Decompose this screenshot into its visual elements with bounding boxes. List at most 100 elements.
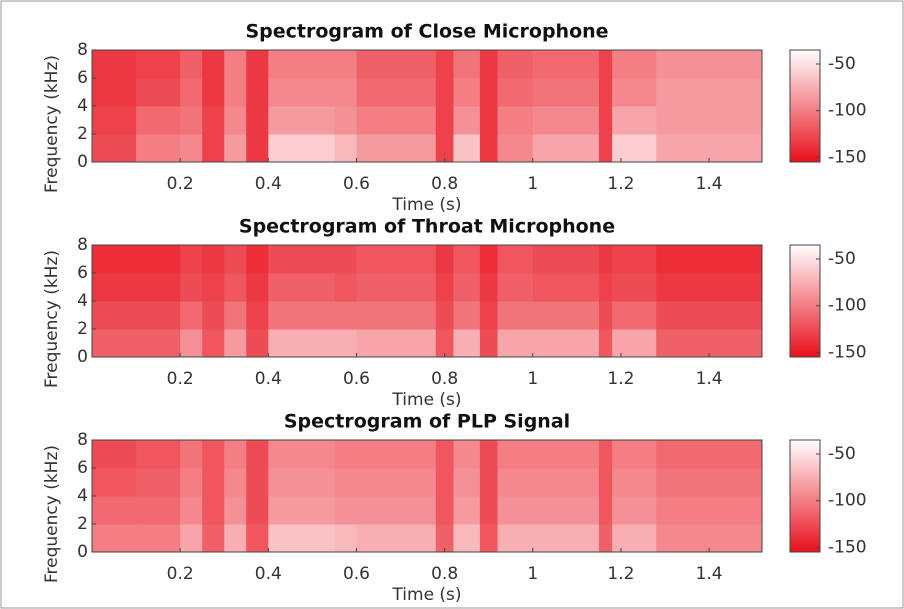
y-tick-label: 8	[77, 430, 88, 450]
cell	[612, 468, 657, 497]
cell	[497, 329, 534, 358]
cell	[224, 329, 247, 358]
colorbar-tick-label: -50	[828, 444, 856, 464]
cell	[180, 245, 203, 274]
cell	[612, 106, 657, 135]
x-tick-label: 1.2	[607, 174, 634, 194]
cell	[224, 78, 247, 107]
x-tick-label: 1.2	[607, 564, 634, 584]
cell	[656, 78, 763, 107]
cell	[479, 78, 499, 107]
cell	[92, 329, 137, 358]
cell	[334, 134, 357, 163]
cell	[92, 78, 137, 107]
cell	[136, 329, 181, 358]
cell	[435, 106, 454, 135]
cell	[598, 440, 613, 469]
cell	[224, 468, 247, 497]
cell	[612, 50, 657, 79]
y-tick-label: 0	[77, 152, 88, 172]
cell	[612, 273, 657, 302]
cell	[479, 106, 499, 135]
cell	[356, 440, 437, 469]
colorbar-tick-label: -50	[828, 249, 856, 269]
cell	[92, 50, 137, 79]
cell	[268, 301, 335, 330]
cell	[202, 245, 225, 274]
cell	[435, 440, 454, 469]
cell	[532, 329, 600, 358]
cell	[656, 468, 763, 497]
cell	[92, 134, 137, 163]
cell	[612, 78, 657, 107]
colorbar-tick-label: -100	[828, 101, 867, 121]
cell	[136, 78, 181, 107]
cell	[92, 301, 137, 330]
cell	[268, 50, 335, 79]
x-tick-label: 0.4	[255, 369, 282, 389]
cell	[479, 524, 499, 553]
cell	[453, 50, 481, 79]
chart-title: Spectrogram of Throat Microphone	[239, 216, 615, 238]
cell	[268, 496, 335, 525]
y-tick-label: 6	[77, 68, 88, 88]
cell	[268, 329, 335, 358]
x-tick-label: 0.8	[431, 369, 458, 389]
cell	[598, 106, 613, 135]
cell	[532, 301, 600, 330]
cell	[479, 496, 499, 525]
cell	[356, 78, 437, 107]
cell	[246, 134, 269, 163]
cell	[224, 440, 247, 469]
cell	[497, 301, 534, 330]
cell	[202, 468, 225, 497]
cell	[202, 496, 225, 525]
cell	[356, 301, 437, 330]
cell	[334, 106, 357, 135]
cell	[246, 329, 269, 358]
cell	[136, 50, 181, 79]
cell	[497, 440, 534, 469]
x-tick-label: 0.6	[343, 369, 370, 389]
x-tick-label: 0.6	[343, 174, 370, 194]
cell	[656, 496, 763, 525]
cell	[612, 496, 657, 525]
x-tick-label: 1	[527, 564, 538, 584]
cell	[180, 50, 203, 79]
cell	[656, 440, 763, 469]
cell	[532, 245, 600, 274]
cell	[356, 329, 437, 358]
cell	[356, 273, 437, 302]
cell	[497, 134, 534, 163]
cell	[224, 245, 247, 274]
colorbar	[789, 49, 821, 163]
cell	[224, 524, 247, 553]
cell	[598, 496, 613, 525]
cell	[246, 273, 269, 302]
cell	[334, 78, 357, 107]
cell	[479, 245, 499, 274]
cell	[356, 106, 437, 135]
cell	[453, 329, 481, 358]
cell	[656, 106, 763, 135]
chart-title: Spectrogram of PLP Signal	[284, 411, 570, 433]
cell	[598, 329, 613, 358]
cell	[612, 301, 657, 330]
cell	[180, 301, 203, 330]
cell	[656, 50, 763, 79]
cell	[598, 468, 613, 497]
cell	[92, 440, 137, 469]
cell	[202, 78, 225, 107]
cell	[92, 524, 137, 553]
cell	[136, 468, 181, 497]
cell	[268, 106, 335, 135]
cell	[136, 496, 181, 525]
cell	[246, 245, 269, 274]
cell	[532, 496, 600, 525]
cell	[136, 524, 181, 553]
cell	[479, 440, 499, 469]
cell	[612, 440, 657, 469]
cell	[92, 106, 137, 135]
cell	[180, 468, 203, 497]
